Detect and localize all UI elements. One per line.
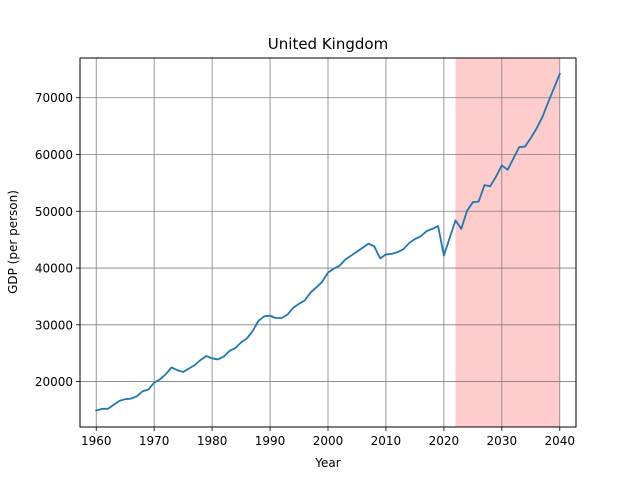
forecast-region-rect bbox=[455, 58, 560, 427]
y-tick-label: 20000 bbox=[35, 375, 73, 389]
y-tick-label: 70000 bbox=[35, 91, 73, 105]
y-axis-label: GDP (per person) bbox=[6, 190, 20, 294]
y-tick-label: 50000 bbox=[35, 205, 73, 219]
x-tick-label: 2030 bbox=[487, 434, 518, 448]
x-tick-label: 1980 bbox=[197, 434, 228, 448]
x-axis-label: Year bbox=[314, 456, 340, 470]
y-tick-label: 40000 bbox=[35, 262, 73, 276]
grid-lines bbox=[80, 58, 576, 427]
y-tick-label: 30000 bbox=[35, 318, 73, 332]
x-tick-label: 2040 bbox=[545, 434, 576, 448]
x-axis-ticks: 1960 1970 1980 1990 2000 2010 2020 2030 2040 bbox=[81, 427, 575, 448]
forecast-shaded-region bbox=[455, 58, 560, 427]
x-tick-label: 2010 bbox=[371, 434, 402, 448]
series-layer bbox=[95, 72, 561, 412]
y-axis-ticks: 20000 30000 40000 50000 60000 70000 bbox=[35, 91, 80, 389]
x-tick-label: 2020 bbox=[429, 434, 460, 448]
chart-title: United Kingdom bbox=[268, 35, 388, 53]
x-tick-label: 2000 bbox=[313, 434, 344, 448]
x-tick-label: 1970 bbox=[139, 434, 170, 448]
x-tick-label: 1990 bbox=[255, 434, 286, 448]
x-tick-label: 1960 bbox=[81, 434, 112, 448]
y-tick-label: 60000 bbox=[35, 148, 73, 162]
gdp-series-line bbox=[95, 72, 561, 412]
